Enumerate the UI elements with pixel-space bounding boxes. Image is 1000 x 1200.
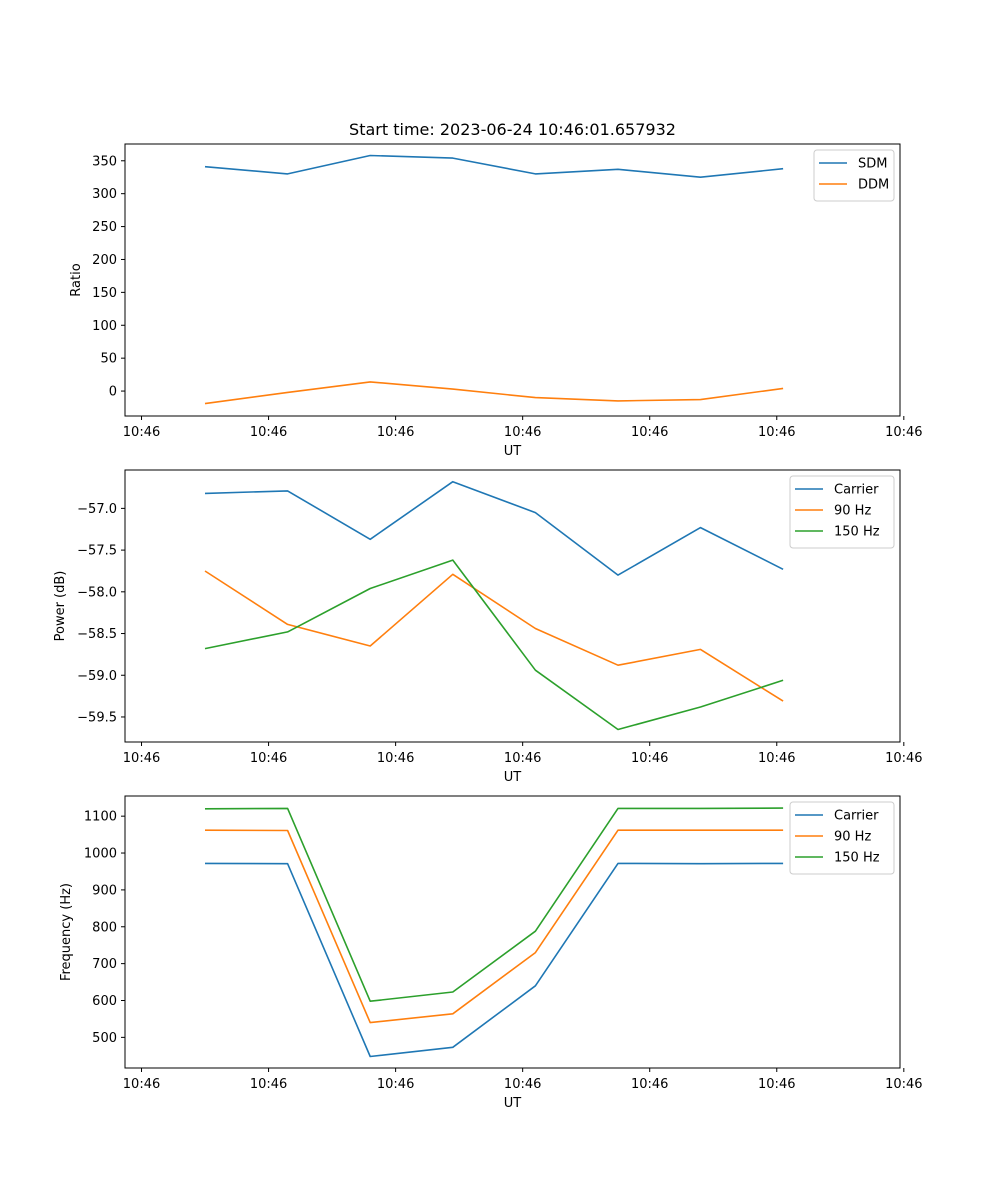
legend: SDM DDM <box>813 149 895 202</box>
figure-title: Start time: 2023-06-24 10:46:01.657932 <box>349 120 676 139</box>
y-tick-label: 500 <box>92 1031 117 1046</box>
y-tick-label: 100 <box>92 319 117 334</box>
series-line-90-hz <box>204 570 784 702</box>
series-line-150-hz <box>204 559 784 731</box>
x-axis-label: UT <box>504 444 522 459</box>
y-axis-label: Frequency (Hz) <box>59 883 74 981</box>
x-tick-label: 10:46 <box>631 1077 668 1092</box>
series-line-carrier <box>204 480 784 576</box>
y-tick-label: 700 <box>92 957 117 972</box>
x-tick-label: 10:46 <box>123 425 160 440</box>
x-axis-label: UT <box>504 770 522 785</box>
axes-frame <box>124 469 901 743</box>
x-tick-label: 10:46 <box>758 1077 795 1092</box>
y-tick-label: 800 <box>92 920 117 935</box>
x-tick-label: 10:46 <box>123 751 160 766</box>
y-tick-label: 50 <box>100 352 117 367</box>
y-tick-label: −58.0 <box>77 585 117 600</box>
y-tick-label: 600 <box>92 994 117 1009</box>
chart-panel-1: 10:4610:4610:4610:4610:4610:4610:4610:47… <box>69 143 923 459</box>
y-axis-label: Power (dB) <box>53 571 68 642</box>
x-tick-label: 10:46 <box>885 751 922 766</box>
y-tick-label: −57.0 <box>77 502 117 517</box>
series-line-ddm <box>204 381 784 405</box>
x-axis-label: UT <box>504 1096 522 1111</box>
legend-box <box>789 801 895 875</box>
y-axis-label: Ratio <box>69 263 84 296</box>
series-line-carrier <box>204 862 784 1058</box>
legend-label: Carrier <box>834 483 879 498</box>
series-line-sdm <box>204 154 784 178</box>
x-tick-label: 10:46 <box>885 1077 922 1092</box>
y-tick-label: 1000 <box>84 847 117 862</box>
y-tick-label: 350 <box>92 154 117 169</box>
x-tick-label: 10:46 <box>504 425 541 440</box>
legend-label: Carrier <box>834 809 879 824</box>
x-tick-label: 10:46 <box>504 1077 541 1092</box>
y-tick-label: −57.5 <box>77 544 117 559</box>
x-tick-label: 10:46 <box>377 1077 414 1092</box>
x-tick-label: 10:46 <box>250 1077 287 1092</box>
legend-label: SDM <box>858 157 887 172</box>
legend: Carrier 90 Hz 150 Hz <box>789 801 895 875</box>
x-tick-label: 10:46 <box>250 751 287 766</box>
series-line-90-hz <box>204 829 784 1024</box>
y-tick-label: 300 <box>92 187 117 202</box>
x-tick-label: 10:46 <box>758 751 795 766</box>
y-tick-label: −58.5 <box>77 627 117 642</box>
y-tick-label: 250 <box>92 220 117 235</box>
x-tick-label: 10:46 <box>631 751 668 766</box>
y-tick-label: 1100 <box>84 810 117 825</box>
y-tick-label: 0 <box>109 385 117 400</box>
legend-label: 150 Hz <box>834 851 880 866</box>
x-tick-label: 10:46 <box>504 751 541 766</box>
x-tick-label: 10:46 <box>631 425 668 440</box>
x-tick-label: 10:46 <box>123 1077 160 1092</box>
y-tick-label: 150 <box>92 286 117 301</box>
legend-label: 150 Hz <box>834 525 880 540</box>
x-tick-label: 10:46 <box>885 425 922 440</box>
chart-panel-3: 10:4610:4610:4610:4610:4610:4610:4610:47… <box>59 795 923 1111</box>
y-tick-label: 200 <box>92 253 117 268</box>
chart-panel-2: 10:4610:4610:4610:4610:4610:4610:4610:47… <box>53 469 923 785</box>
legend-label: 90 Hz <box>834 504 871 519</box>
y-tick-label: −59.5 <box>77 710 117 725</box>
series-line-150-hz <box>204 807 784 1003</box>
legend: Carrier 90 Hz 150 Hz <box>789 475 895 549</box>
panels: 10:4610:4610:4610:4610:4610:4610:4610:47… <box>53 143 923 1111</box>
y-tick-label: 900 <box>92 883 117 898</box>
legend-box <box>789 475 895 549</box>
axes-frame <box>124 143 901 417</box>
x-tick-label: 10:46 <box>250 425 287 440</box>
x-tick-label: 10:46 <box>377 425 414 440</box>
y-tick-label: −59.0 <box>77 669 117 684</box>
legend-label: 90 Hz <box>834 830 871 845</box>
x-tick-label: 10:46 <box>377 751 414 766</box>
x-tick-label: 10:46 <box>758 425 795 440</box>
axes-frame <box>124 795 901 1069</box>
legend-label: DDM <box>858 178 889 193</box>
